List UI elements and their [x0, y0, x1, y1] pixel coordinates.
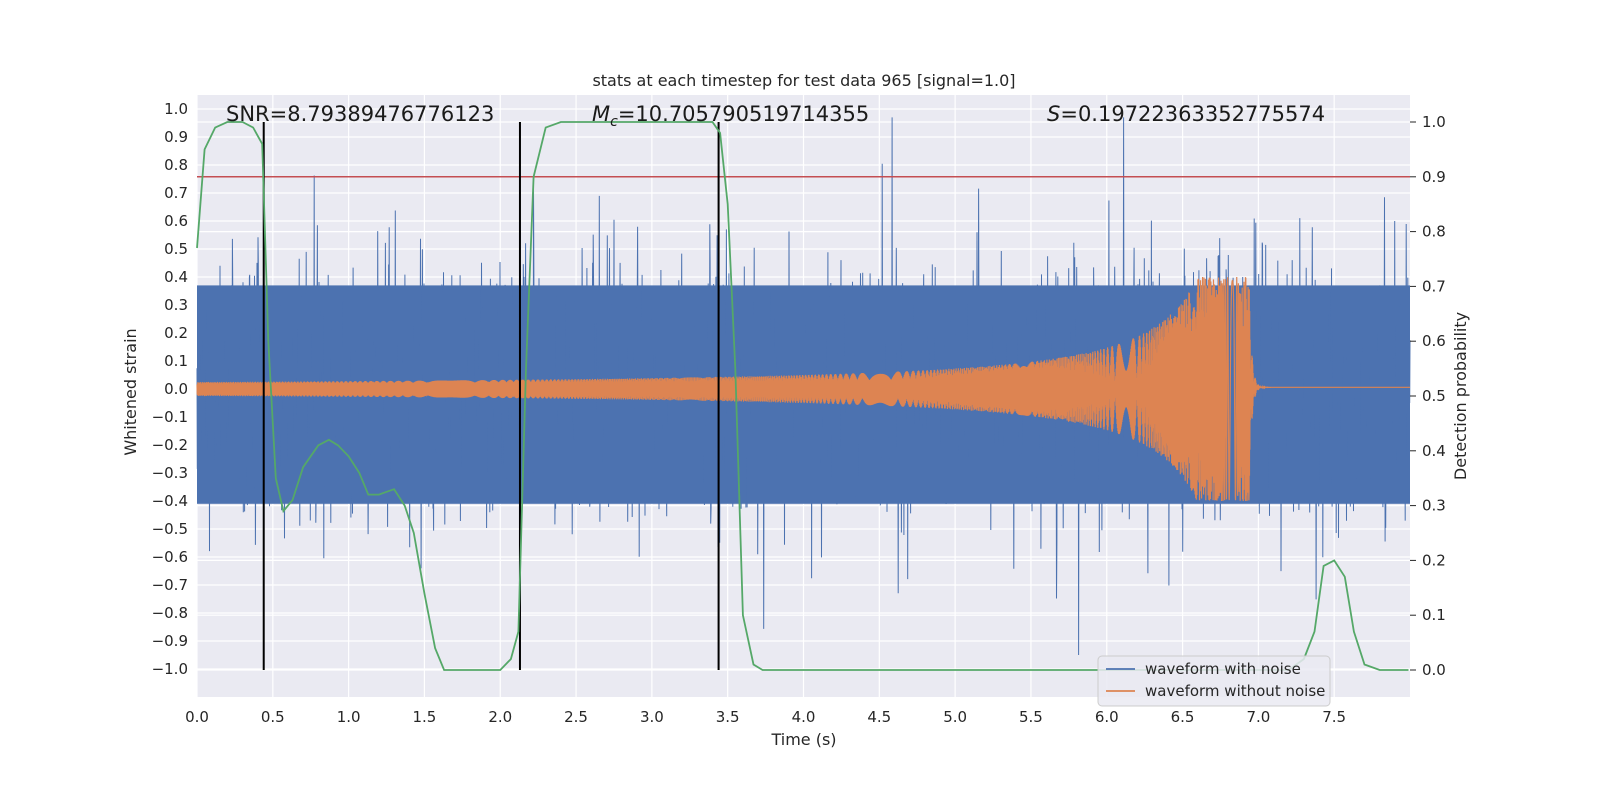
- s-value: =0.19722363352775574: [1060, 102, 1325, 126]
- right-y-tick-label: 0.4: [1422, 442, 1446, 460]
- series-waveform-without-noise: [196, 276, 1410, 502]
- left-y-tick-label: 0.5: [164, 240, 188, 258]
- right-y-axis-label: Detection probability: [1451, 312, 1470, 480]
- right-y-tick-label: 0.2: [1422, 551, 1446, 569]
- left-y-tick-label: −1.0: [152, 660, 188, 678]
- snr-annotation: SNR=8.79389476776123: [226, 102, 494, 126]
- x-tick-label: 2.0: [488, 708, 512, 726]
- x-tick-label: 4.5: [867, 708, 891, 726]
- s-symbol: S: [1047, 102, 1060, 126]
- left-y-axis-label: Whitened strain: [121, 328, 140, 455]
- left-y-tick-label: 0.4: [164, 268, 188, 286]
- left-y-tick-label: 0.6: [164, 212, 188, 230]
- left-y-tick-label: 0.3: [164, 296, 188, 314]
- x-tick-label: 3.0: [640, 708, 664, 726]
- left-y-tick-label: −0.4: [152, 492, 188, 510]
- x-tick-label: 7.5: [1322, 708, 1346, 726]
- s-annotation: S=0.19722363352775574: [1047, 102, 1325, 126]
- x-tick-label: 3.5: [716, 708, 740, 726]
- right-y-tick-label: 0.1: [1422, 606, 1446, 624]
- chirp-mass-symbol: M: [592, 102, 610, 126]
- left-y-tick-label: −0.8: [152, 604, 188, 622]
- right-y-tick-label: 0.7: [1422, 277, 1446, 295]
- x-tick-label: 1.0: [337, 708, 361, 726]
- chart-title: stats at each timestep for test data 965…: [592, 71, 1015, 90]
- left-y-tick-label: 0.1: [164, 352, 188, 370]
- left-y-tick-label: −0.7: [152, 576, 188, 594]
- x-tick-label: 4.0: [792, 708, 816, 726]
- right-y-tick-label: 0.3: [1422, 497, 1446, 515]
- right-y-tick-label: 0.9: [1422, 168, 1446, 186]
- x-tick-label: 6.5: [1171, 708, 1195, 726]
- x-tick-label: 5.5: [1019, 708, 1043, 726]
- x-tick-label: 7.0: [1246, 708, 1270, 726]
- x-tick-label: 5.0: [943, 708, 967, 726]
- left-y-tick-label: −0.9: [152, 632, 188, 650]
- left-y-tick-label: 0.0: [164, 380, 188, 398]
- left-y-tick-label: −0.3: [152, 464, 188, 482]
- chirp-mass-subscript: c: [610, 114, 618, 130]
- left-y-tick-label: −0.1: [152, 408, 188, 426]
- legend: waveform with noise waveform without noi…: [1097, 655, 1331, 707]
- left-y-tick-label: 1.0: [164, 100, 188, 118]
- left-y-tick-label: 0.7: [164, 184, 188, 202]
- x-tick-label: 0.5: [261, 708, 285, 726]
- right-y-tick-label: 1.0: [1422, 113, 1446, 131]
- x-axis-ticks: 0.0 0.5 1.0 1.5 2.0 2.5 3.0 3.5 4.0 4.5 5.0 5.5 6.0 6…: [185, 708, 1346, 726]
- right-y-tick-label: 0.6: [1422, 332, 1446, 350]
- right-y-tick-label: 0.8: [1422, 223, 1446, 241]
- x-tick-label: 2.5: [564, 708, 588, 726]
- left-y-tick-label: −0.6: [152, 548, 188, 566]
- x-tick-label: 0.0: [185, 708, 209, 726]
- right-y-axis-ticks: 1.0 0.9 0.8 0.7 0.6 0.5 0.4 0.3 0.2 0.1 0.0: [1410, 113, 1446, 679]
- left-y-tick-label: 0.9: [164, 128, 188, 146]
- x-tick-label: 6.0: [1095, 708, 1119, 726]
- chirp-mass-value: =10.705790519714355: [618, 102, 869, 126]
- chirp-mass-annotation: Mc=10.705790519714355: [592, 102, 869, 130]
- left-y-tick-label: −0.2: [152, 436, 188, 454]
- legend-label-waveform-with-noise: waveform with noise: [1145, 660, 1301, 678]
- right-y-tick-label: 0.0: [1422, 661, 1446, 679]
- right-y-tick-label: 0.5: [1422, 387, 1446, 405]
- legend-label-waveform-without-noise: waveform without noise: [1145, 682, 1325, 700]
- left-y-tick-label: 0.8: [164, 156, 188, 174]
- left-y-tick-label: −0.5: [152, 520, 188, 538]
- x-axis-label: Time (s): [770, 730, 836, 749]
- legend-frame: [1097, 655, 1331, 707]
- x-tick-label: 1.5: [413, 708, 437, 726]
- left-y-tick-label: 0.2: [164, 324, 188, 342]
- left-y-axis-ticks: 1.0 0.9 0.8 0.7 0.6 0.5 0.4 0.3 0.2 0.1 0.0 −0.1 −0.…: [152, 100, 188, 678]
